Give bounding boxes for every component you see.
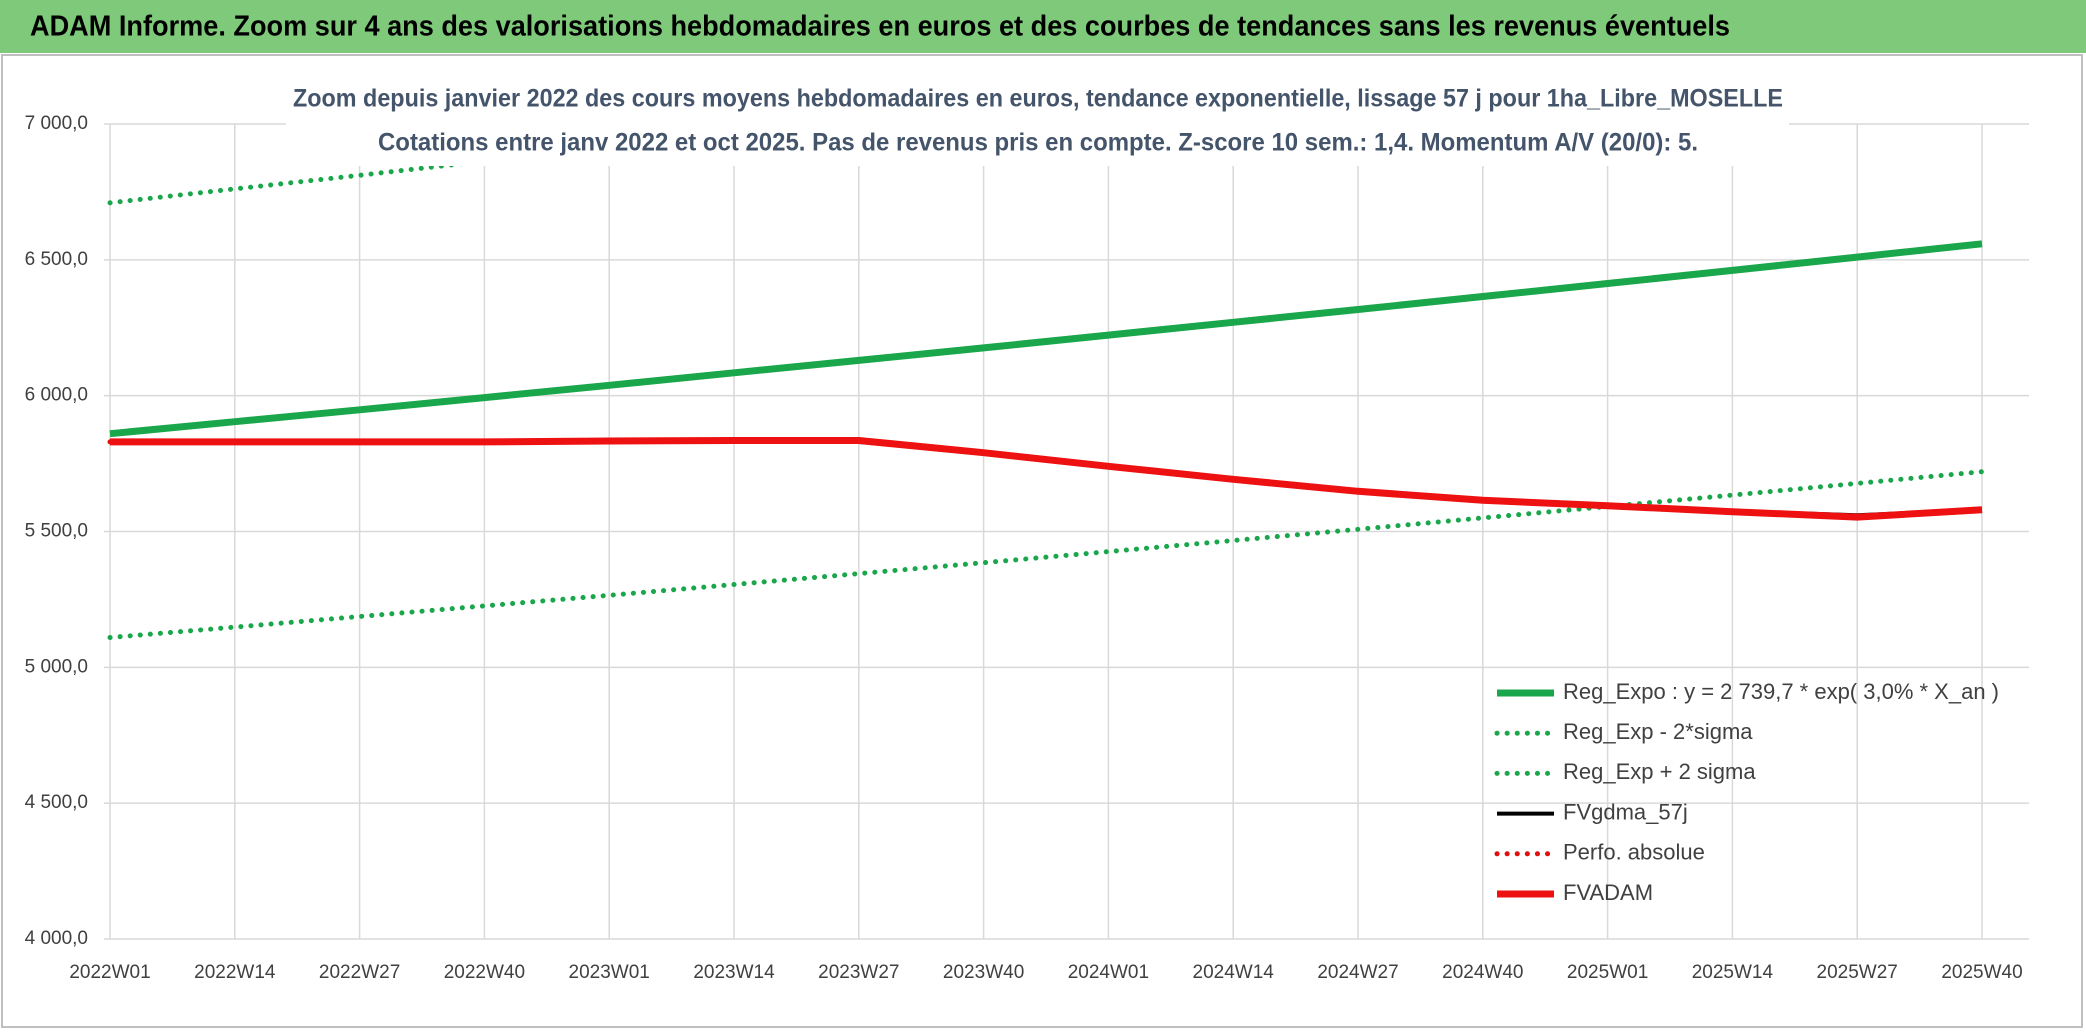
legend-label: FVADAM [1563,880,1653,905]
chart-subtitle: Cotations entre janv 2022 et oct 2025. P… [378,129,1698,157]
x-tick-label: 2024W40 [1442,962,1523,983]
legend-label: FVgdma_57j [1563,799,1688,824]
legend-label: Reg_Expo : y = 2 739,7 * exp( 3,0% * X_a… [1563,679,1999,704]
x-tick-label: 2024W01 [1068,962,1149,983]
x-tick-label: 2025W40 [1941,962,2022,983]
subtitle-backing [286,73,1789,166]
header-title: ADAM Informe. Zoom sur 4 ans des valoris… [30,11,1730,43]
chart-subtitle: Zoom depuis janvier 2022 des cours moyen… [293,85,1783,113]
y-tick-label: 6 500,0 [25,249,88,270]
x-tick-label: 2023W01 [569,962,650,983]
legend-label: Perfo. absolue [1563,840,1705,865]
y-tick-label: 6 000,0 [25,385,88,406]
series-line [110,437,1983,521]
x-tick-label: 2023W40 [943,962,1024,983]
series-line [107,469,1985,640]
x-tick-label: 2025W14 [1692,962,1774,983]
x-tick-label: 2025W01 [1567,962,1648,983]
y-tick-label: 4 000,0 [25,928,88,949]
legend-label: Reg_Exp - 2*sigma [1563,719,1753,744]
y-tick-label: 4 500,0 [25,792,88,813]
x-tick-label: 2022W27 [319,962,400,983]
x-tick-label: 2023W27 [818,962,899,983]
y-tick-label: 7 000,0 [25,113,88,134]
x-tick-label: 2022W40 [444,962,525,983]
series-line [107,118,888,206]
x-tick-label: 2022W14 [194,962,276,983]
x-tick-label: 2024W14 [1193,962,1275,983]
y-tick-label: 5 000,0 [25,656,88,677]
x-tick-label: 2023W14 [693,962,775,983]
series-line [109,240,1983,438]
x-tick-label: 2024W27 [1317,962,1398,983]
header-bar [0,0,2086,53]
legend-label: Reg_Exp + 2 sigma [1563,759,1756,784]
x-tick-label: 2022W01 [69,962,150,983]
x-tick-label: 2025W27 [1817,962,1898,983]
y-tick-label: 5 500,0 [25,521,88,542]
chart-border [1,54,2083,1028]
